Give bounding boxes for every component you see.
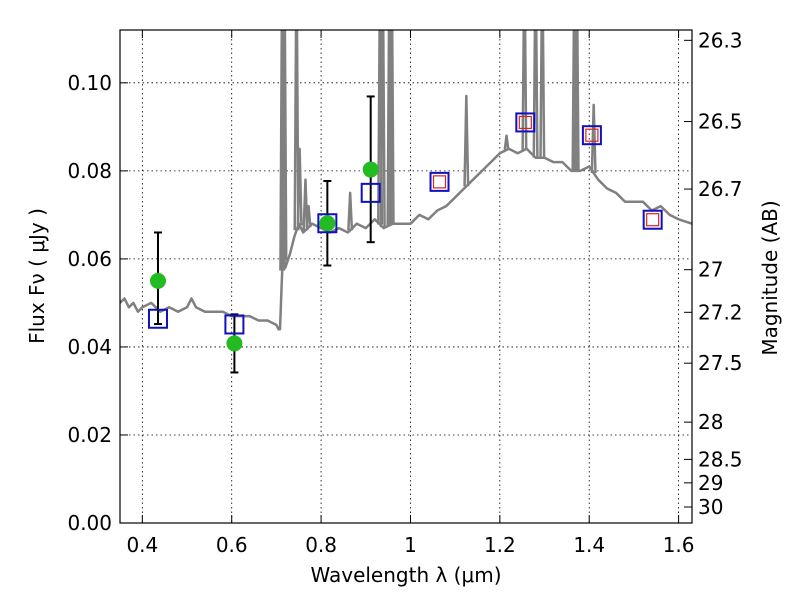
x-tick-label: 0.4: [126, 533, 158, 557]
mag-tick-label: 27.5: [698, 351, 743, 375]
ir-inner-square: [585, 128, 599, 142]
ir-inner-square: [432, 175, 447, 189]
mag-tick-label: 27: [698, 258, 723, 282]
y-tick-label: 0.08: [67, 159, 112, 183]
model-square: [147, 308, 168, 329]
observed-point: [226, 335, 243, 352]
spectrum-line: [120, 147, 692, 331]
model-square: [429, 171, 450, 192]
emission-spike: [293, 30, 300, 231]
emission-spike: [573, 30, 580, 171]
x-tick-label: 1.4: [573, 533, 605, 557]
y2-axis-title: Magnitude (AB): [758, 200, 782, 355]
emission-spike: [305, 204, 312, 228]
y-tick-label: 0.04: [67, 335, 112, 359]
x-tick-label: 1: [404, 533, 417, 557]
y-tick-label: 0.06: [67, 247, 112, 271]
y-axis-title: Flux Fν ( μJy ): [25, 208, 49, 344]
emission-spike: [590, 103, 597, 174]
model-square: [360, 182, 381, 203]
emission-spike: [521, 30, 528, 150]
model-square: [224, 314, 245, 335]
error-bars: [153, 95, 375, 374]
mag-tick-label: 27.2: [698, 300, 743, 324]
y-tick-label: 0.10: [67, 71, 112, 95]
emission-spike: [347, 191, 354, 231]
mag-tick-label: 26.5: [698, 110, 743, 134]
emission-spike: [388, 30, 395, 225]
emission-spike: [503, 134, 510, 151]
ir-inner-square: [646, 213, 660, 227]
ir-inner-square: [518, 115, 532, 130]
observed-point: [362, 161, 379, 178]
x-tick-label: 1.6: [663, 533, 695, 557]
mag-tick-label: 28.5: [698, 447, 743, 471]
emission-spike: [539, 30, 546, 158]
x-axis-title: Wavelength λ (μm): [310, 563, 501, 587]
emission-spike: [302, 178, 309, 231]
x-tick-label: 0.6: [216, 533, 248, 557]
model-square: [581, 125, 602, 146]
mag-tick-label: 26.3: [698, 28, 743, 52]
model-square: [317, 213, 338, 234]
observed-point: [149, 272, 166, 289]
x-tick-label: 1.2: [484, 533, 516, 557]
model-photometry-squares: [147, 112, 663, 335]
mag-tick-label: 30: [698, 495, 723, 519]
plot-area: [120, 30, 692, 374]
grid-lines: [120, 30, 692, 524]
axis-ticks: 0.4 0.6 0.8 1 1.2 1.4 1.6 0.00 0.02 0.04 0.06 0.08 0…: [67, 28, 742, 557]
emission-spike: [379, 30, 386, 228]
plot-frame: [119, 29, 693, 524]
y-tick-label: 0.02: [67, 423, 112, 447]
mag-tick-label: 28: [698, 410, 723, 434]
observed-point: [319, 215, 336, 232]
observed-photometry-points: [149, 161, 379, 352]
x-tick-label: 0.8: [305, 533, 337, 557]
model-square: [515, 112, 536, 133]
mag-tick-label: 26.7: [698, 177, 743, 201]
emission-spike: [463, 94, 470, 187]
mag-tick-label: 29: [698, 471, 723, 495]
emission-spike: [281, 30, 288, 261]
model-square: [642, 209, 663, 230]
y-tick-label: 0.00: [67, 511, 112, 535]
emission-line-spikes: [279, 30, 597, 271]
emission-spike: [532, 30, 539, 158]
emission-spike: [296, 147, 303, 226]
